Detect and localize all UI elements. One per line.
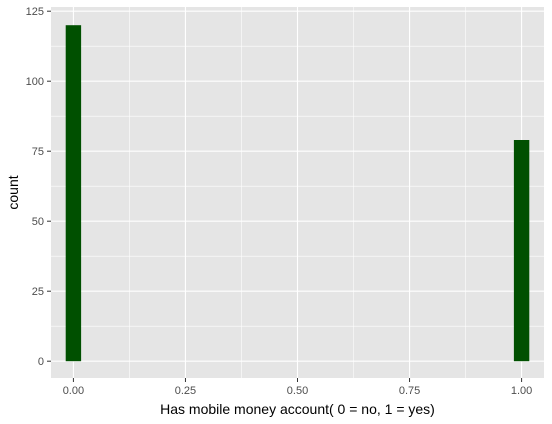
y-tick-label: 50	[32, 216, 44, 228]
y-tick-label: 25	[32, 286, 44, 298]
y-tick-label: 100	[26, 76, 44, 88]
y-axis-title: count	[5, 175, 21, 209]
x-tick-label: 0.25	[175, 385, 196, 397]
x-axis: 0.00 0.25 0.50 0.75 1.00	[63, 378, 532, 397]
bar	[513, 140, 530, 362]
y-tick-label: 125	[26, 6, 44, 18]
y-axis: 0 25 50 75 100 125	[26, 6, 51, 368]
bars	[65, 25, 530, 362]
x-tick-label: 0.00	[63, 385, 84, 397]
x-tick-label: 0.50	[287, 385, 308, 397]
y-tick-label: 0	[38, 356, 44, 368]
x-tick-label: 0.75	[399, 385, 420, 397]
x-tick-label: 1.00	[511, 385, 532, 397]
x-axis-title: Has mobile money account( 0 = no, 1 = ye…	[160, 401, 435, 417]
bar	[65, 25, 82, 362]
y-tick-label: 75	[32, 146, 44, 158]
